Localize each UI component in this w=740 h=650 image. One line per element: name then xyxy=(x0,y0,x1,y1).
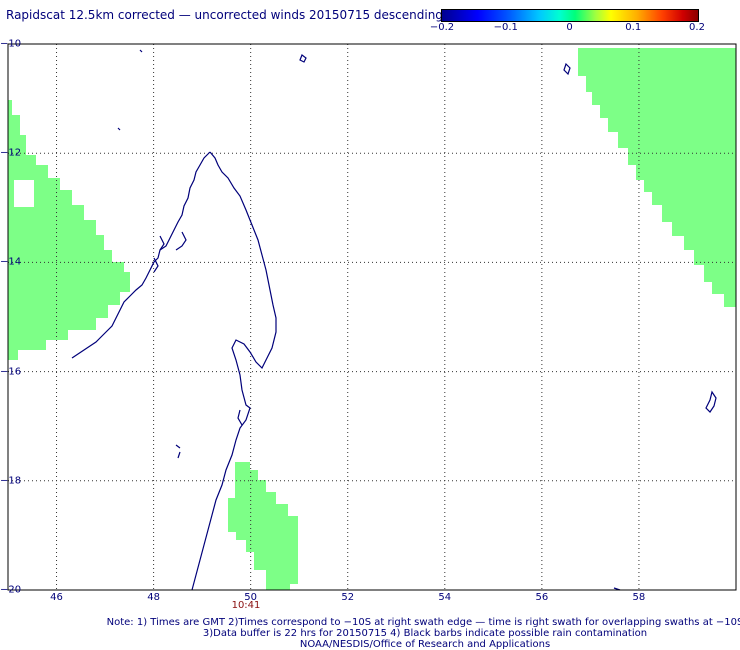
island-reunion-area xyxy=(705,390,717,413)
note-line-1: Note: 1) Times are GMT 2)Times correspon… xyxy=(106,617,740,628)
swath-left xyxy=(8,100,130,360)
lat-tick-label: −18 xyxy=(0,475,22,487)
swath-right xyxy=(578,48,736,307)
coast-inlet xyxy=(153,231,187,273)
note-line-3: NOAA/NESDIS/Office of Research and Appli… xyxy=(299,639,551,650)
coast-madagascar xyxy=(191,151,277,591)
lon-tick-label: 50 xyxy=(244,592,258,603)
lat-tick-label: −20 xyxy=(0,584,22,596)
chart-title: Rapidscat 12.5km corrected — uncorrected… xyxy=(6,8,443,22)
swath-regions xyxy=(8,48,736,590)
lat-tick-label: −16 xyxy=(0,366,22,378)
island-mayotte xyxy=(299,54,307,63)
coastlines xyxy=(71,49,717,591)
lon-tick-label: 54 xyxy=(438,592,452,603)
colorbar-tick-label: −0.1 xyxy=(493,22,518,33)
swath-bottom xyxy=(228,462,298,590)
lon-tick-label: 46 xyxy=(50,592,63,603)
plot-frame xyxy=(7,43,737,591)
colorbar-tick-label: 0 xyxy=(566,22,573,33)
coast-west-madagascar xyxy=(71,151,211,359)
island-juan-de-nova xyxy=(175,444,181,459)
lon-tick-label: 58 xyxy=(632,592,646,603)
colorbar xyxy=(441,9,699,22)
colorbar-tick-label: 0.2 xyxy=(689,22,705,33)
coast-east-detail xyxy=(237,409,243,426)
colorbar-tick-label: −0.2 xyxy=(429,22,455,33)
colorbar-tick-label: 0.1 xyxy=(625,22,642,33)
lat-tick-label: −10 xyxy=(0,38,22,50)
lon-tick-label: 48 xyxy=(147,592,160,603)
time-label: 10:41 xyxy=(231,600,261,611)
note-line-2: 3)Data buffer is 22 hrs for 20150715 4) … xyxy=(202,628,648,639)
island-small-1 xyxy=(139,49,143,53)
island-tromelin xyxy=(563,62,571,76)
island-small-2 xyxy=(117,127,121,131)
lon-tick-label: 52 xyxy=(341,592,355,603)
lat-tick-label: −14 xyxy=(0,256,22,268)
lon-tick-label: 56 xyxy=(535,592,549,603)
lat-tick-label: −12 xyxy=(0,147,22,159)
